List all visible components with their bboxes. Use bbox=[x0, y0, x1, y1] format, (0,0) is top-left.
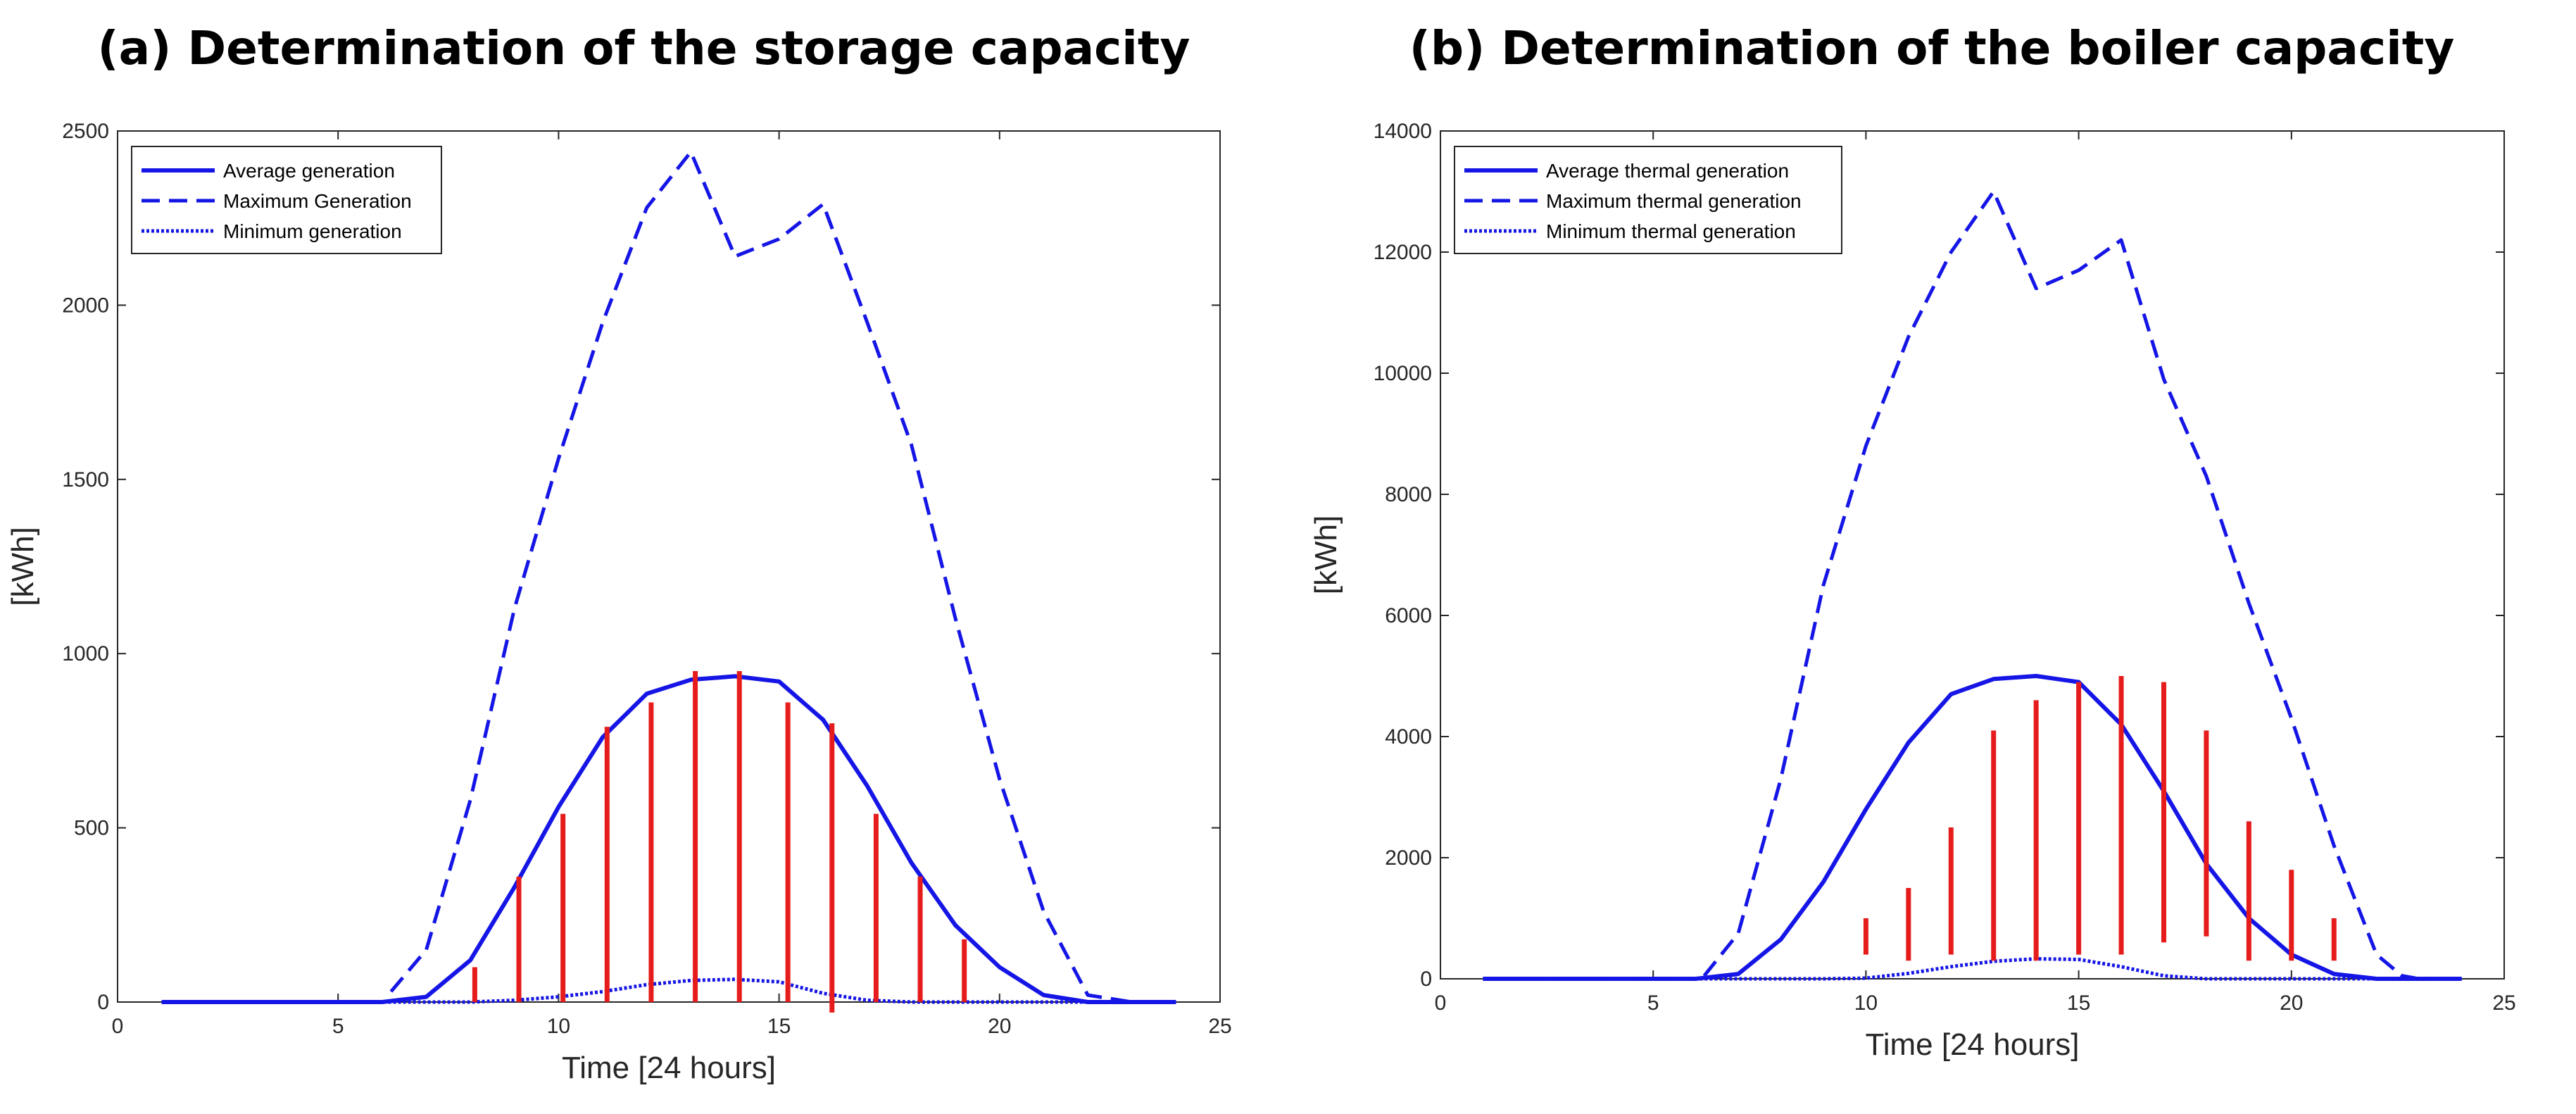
legend: Average generation Maximum Generation Mini… bbox=[131, 146, 442, 254]
x-axis-label: Time [24 hours] bbox=[562, 1051, 776, 1085]
x-tick-label: 10 bbox=[547, 1015, 570, 1038]
x-tick-label: 25 bbox=[2492, 991, 2515, 1015]
y-axis-label: [kWh] bbox=[1309, 515, 1343, 594]
legend-label: Maximum thermal generation bbox=[1546, 190, 1802, 212]
chart-title: (b) Determination of the boiler capacity bbox=[1409, 21, 2455, 75]
y-axis-label: [kWh] bbox=[6, 527, 40, 606]
y-tick-label: 8000 bbox=[1385, 483, 1432, 506]
x-tick-label: 0 bbox=[112, 1015, 124, 1038]
legend-label: Minimum generation bbox=[223, 220, 402, 242]
legend-label: Average generation bbox=[223, 160, 395, 182]
y-tick-label: 2000 bbox=[1385, 846, 1432, 870]
y-tick-label: 2000 bbox=[62, 294, 109, 317]
y-tick-label: 2500 bbox=[62, 120, 109, 143]
y-tick-label: 1000 bbox=[62, 642, 109, 665]
y-tick-label: 6000 bbox=[1385, 604, 1432, 627]
y-tick-label: 12000 bbox=[1374, 241, 1432, 264]
series-line-dashed bbox=[1702, 189, 2462, 981]
y-tick-label: 0 bbox=[1420, 968, 1432, 991]
x-axis-label: Time [24 hours] bbox=[1865, 1027, 2079, 1062]
y-tick-label: 0 bbox=[97, 991, 109, 1014]
x-tick-label: 0 bbox=[1435, 991, 1447, 1015]
series-line-dashed bbox=[389, 150, 1176, 1004]
x-tick-label: 15 bbox=[767, 1015, 791, 1038]
chart-a-svg: 0 5 10 15 20 25 0 500 1000 1500 2000 2500 Time [24 h… bbox=[6, 120, 1232, 1085]
series-line-dotted bbox=[1483, 957, 2462, 981]
chart-b-svg: 0 5 10 15 20 25 0 2000 4000 6000 8000 10000 12000 140… bbox=[1309, 120, 2516, 1062]
x-tick-label: 20 bbox=[988, 1015, 1011, 1038]
legend-label: Average thermal generation bbox=[1546, 160, 1789, 182]
legend: Average thermal generation Maximum therma… bbox=[1454, 146, 1842, 254]
x-tick-label: 25 bbox=[1208, 1015, 1231, 1038]
y-tick-label: 4000 bbox=[1385, 725, 1432, 749]
y-tick-label: 500 bbox=[74, 817, 109, 840]
chart-panel-a: (a) Determination of the storage capacit… bbox=[6, 21, 1232, 1085]
y-tick-label: 14000 bbox=[1374, 120, 1432, 143]
legend-label: Maximum Generation bbox=[223, 190, 412, 212]
series-line-dotted bbox=[161, 977, 1176, 1004]
legend-box bbox=[1454, 146, 1842, 254]
chart-panel-b: (b) Determination of the boiler capacity… bbox=[1288, 0, 2576, 1114]
legend-label: Minimum thermal generation bbox=[1546, 220, 1796, 242]
x-tick-label: 15 bbox=[2067, 991, 2090, 1015]
y-tick-label: 1500 bbox=[62, 468, 109, 492]
plot-area bbox=[1440, 130, 2505, 980]
x-tick-label: 20 bbox=[2280, 991, 2303, 1015]
chart-title: (a) Determination of the storage capacit… bbox=[97, 21, 1190, 75]
y-tick-label: 10000 bbox=[1374, 362, 1432, 385]
x-tick-label: 10 bbox=[1854, 991, 1878, 1015]
x-tick-label: 5 bbox=[1647, 991, 1659, 1015]
x-tick-label: 5 bbox=[332, 1015, 344, 1038]
plot-area bbox=[117, 130, 1221, 1003]
